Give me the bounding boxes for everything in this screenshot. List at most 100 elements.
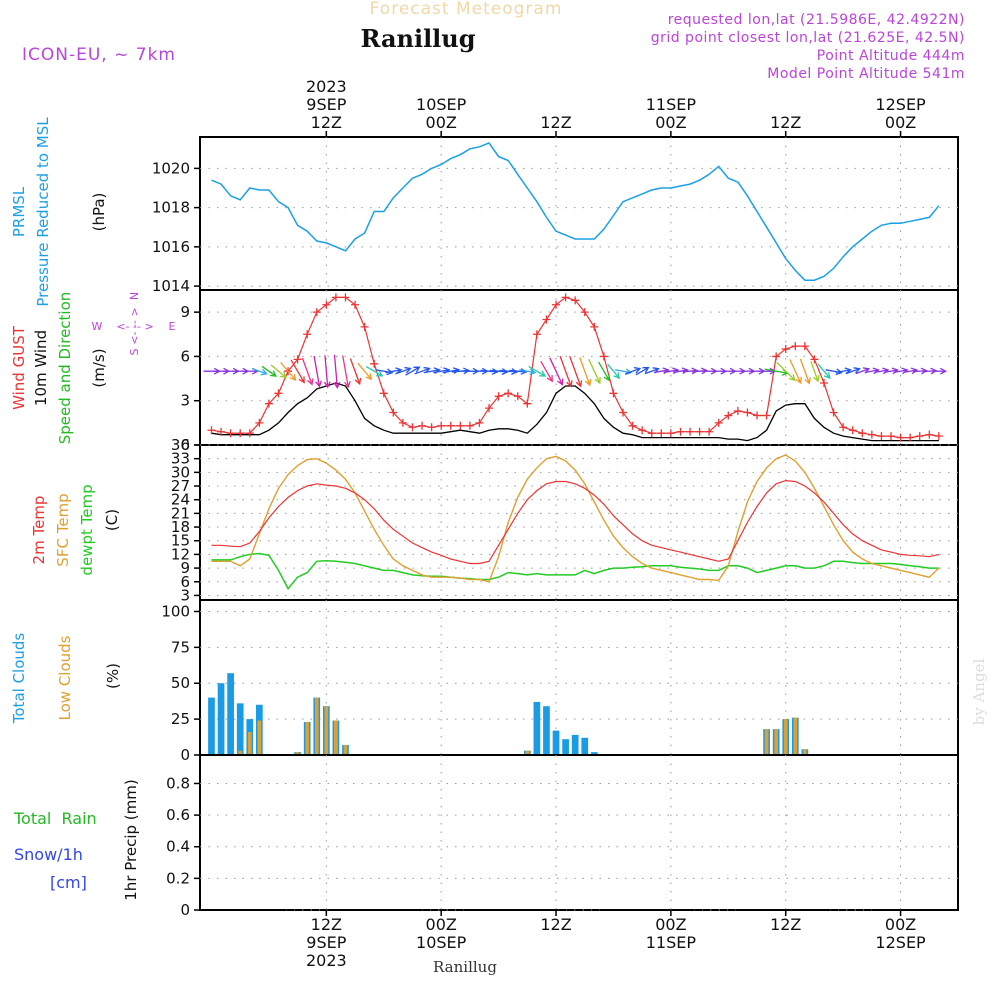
direction-arrowhead [633, 366, 642, 374]
direction-arrow [349, 358, 361, 385]
gust-label: Wind GUST [10, 325, 28, 410]
wind-unit: (m/s) [90, 348, 108, 387]
gust-marker [236, 429, 245, 438]
total-cloud-bar [552, 730, 560, 755]
direction-arrow [357, 362, 372, 380]
clouds-ytick-label: 25 [171, 710, 190, 728]
gust-marker [293, 355, 302, 364]
temp2m-line [211, 479, 940, 565]
pressure-frame [199, 136, 959, 291]
direction-arrow [324, 355, 329, 388]
gust-marker [360, 322, 369, 331]
sfc-temp-line [211, 454, 940, 583]
direction-arrowhead [920, 367, 928, 375]
direction-arrow [682, 369, 698, 373]
pressure-ytick-label: 1014 [152, 277, 190, 295]
prmsl-label: PRMSL [10, 186, 28, 237]
direction-arrowhead [491, 368, 499, 375]
gust-marker [791, 342, 800, 351]
cloud-labels: Total Clouds Low Clouds (%) [10, 633, 122, 725]
pressure-labels: PRMSL Pressure Reduced to MSL (hPa) [10, 117, 108, 307]
direction-arrowhead [594, 376, 601, 385]
direction-arrow [342, 355, 349, 388]
gust-marker [705, 427, 714, 436]
direction-arrow [874, 369, 889, 374]
direction-arrowhead [343, 381, 351, 389]
top-time-label: 00Z [885, 113, 916, 132]
total-cloud-bar [533, 701, 541, 755]
temp-ytick-label: 18 [171, 518, 190, 536]
direction-arrow [414, 367, 430, 375]
direction-arrow [912, 369, 927, 373]
gust-marker [475, 418, 484, 427]
direction-arrowhead [404, 366, 412, 374]
direction-arrow [855, 368, 870, 375]
direction-arrow [290, 359, 305, 383]
requested-coords: requested lon,lat (21.5986E, 42.4922N) [668, 12, 965, 28]
precip-labels: Total Rain Snow/1h [cm] 1hr Precip (mm) [13, 779, 140, 900]
pressure-unit: (hPa) [90, 193, 108, 232]
direction-arrowhead [354, 377, 362, 386]
direction-arrow [673, 369, 688, 374]
direction-arrow [270, 364, 287, 378]
gust-marker [829, 408, 838, 417]
gust-marker [848, 426, 857, 435]
direction-arrowhead [376, 370, 384, 377]
footer-location: Ranillug [433, 958, 497, 976]
direction-arrow [385, 369, 402, 374]
wind-frame [199, 289, 959, 446]
total-cloud-bar [590, 752, 598, 755]
direction-arrow [559, 355, 572, 387]
direction-arrow [261, 365, 277, 377]
direction-arrow [301, 357, 313, 385]
bottom-time-label: 00Z [655, 915, 686, 934]
temp-ytick-label: 33 [171, 450, 190, 468]
top-time-label: 00Z [655, 113, 686, 132]
temp-frame [199, 444, 959, 601]
low-clouds-label: Low Clouds [56, 635, 74, 720]
dewpt-line [211, 552, 939, 590]
gust-marker [379, 389, 388, 398]
total-cloud-bar [217, 683, 225, 755]
gust-marker [322, 300, 331, 309]
wind-labels: Wind GUST 10m Wind Speed and Direction (… [10, 292, 176, 445]
gust-marker [714, 418, 723, 427]
direction-arrowhead [511, 368, 519, 375]
gust-marker [590, 322, 599, 331]
gust-marker [666, 429, 675, 438]
total-cloud-bar [581, 737, 589, 755]
dewpt-label: dewpt Temp [78, 484, 96, 575]
point-altitude: Point Altitude 444m [817, 48, 965, 64]
gust-marker [427, 423, 436, 432]
sfc-temp-label: SFC Temp [54, 493, 72, 566]
low-cloud-bar [247, 732, 252, 755]
bottom-time-label: 12Z [540, 915, 571, 934]
direction-arrow [579, 357, 591, 386]
gust-marker [217, 427, 226, 436]
top-time-label: 2023 [306, 77, 347, 96]
direction-arrow [598, 361, 610, 381]
gust-marker [351, 300, 360, 309]
gust-marker [494, 392, 503, 401]
gust-marker [465, 421, 474, 430]
direction-arrowhead [307, 378, 314, 386]
bottom-time-label: 12Z [770, 915, 801, 934]
temp-ytick-label: 6 [180, 573, 190, 591]
gust-marker [571, 296, 580, 305]
wind-ytick-label: 9 [180, 303, 190, 321]
low-cloud-bar [525, 750, 530, 755]
direction-arrow [528, 365, 546, 377]
low-cloud-bar [314, 697, 319, 755]
clouds-ytick-label: 0 [180, 746, 190, 764]
direction-arrowhead [529, 368, 537, 376]
direction-arrowhead [691, 367, 699, 375]
total-cloud-bar [227, 673, 234, 755]
direction-arrowhead [279, 371, 287, 379]
clouds-ytick-label: 50 [171, 674, 190, 692]
direction-arrowhead [365, 373, 373, 381]
pressure-line [211, 141, 940, 281]
gust-marker [858, 429, 867, 438]
clouds-unit: (%) [104, 663, 122, 689]
